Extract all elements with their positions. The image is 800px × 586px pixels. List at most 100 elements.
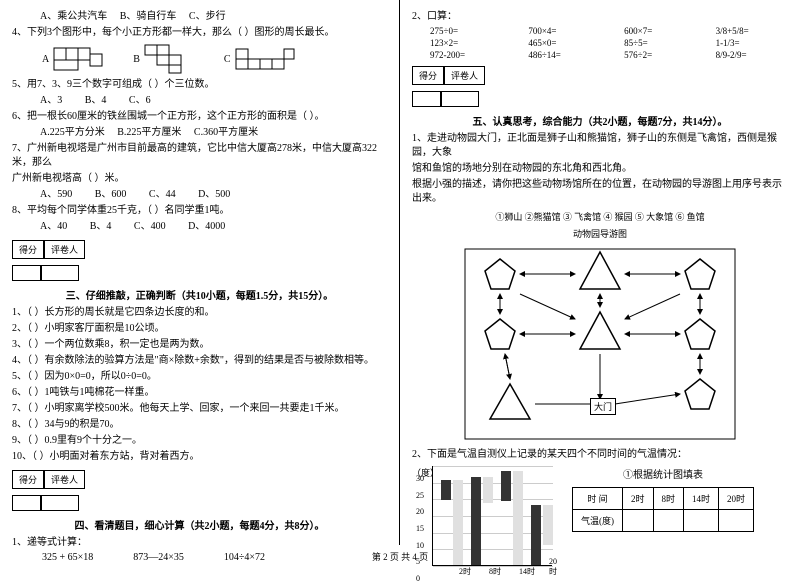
- left-column: A、乘公共汽车 B、骑自行车 C、步行 4、下列3个图形中，每个小正方形都一样大…: [0, 0, 400, 545]
- temperature-table: 时 间 2时 8时 14时 20时 气温(度): [572, 487, 754, 532]
- blank-cell[interactable]: [12, 495, 41, 511]
- score-label: 得分: [12, 240, 44, 259]
- polyomino-c-icon: [235, 48, 295, 70]
- blank-cell[interactable]: [412, 91, 441, 107]
- td: 14时: [684, 488, 719, 510]
- j5: 5、（ ）因为0×0=0，所以0÷0=0。: [12, 370, 387, 384]
- td: 20时: [719, 488, 754, 510]
- j6: 6、（ ）1吨铁与1吨棉花一样重。: [12, 386, 387, 400]
- j7: 7、（ ）小明家离学校500米。他每天上学、回家，一个来回一共要走1千米。: [12, 402, 387, 416]
- opt: A.225平方分米: [40, 127, 105, 138]
- cell: 700×4=: [528, 26, 600, 36]
- right-column: 2、口算： 275÷0= 700×4= 600×7= 3/8+5/8= 123×…: [400, 0, 800, 545]
- opt: B.225平方厘米: [117, 127, 181, 138]
- blank-cell[interactable]: [41, 265, 79, 281]
- opt: A、3: [40, 95, 62, 106]
- j8: 8、（ ）34与9的积是70。: [12, 418, 387, 432]
- p2-text: 2、下面是气温自测仪上记录的某天四个不同时间的气温情况：: [412, 448, 788, 462]
- score-blank-2: [12, 495, 387, 511]
- shape-c: C: [224, 44, 295, 74]
- score-box-2: 得分 评卷人: [12, 470, 387, 489]
- score-box: 得分 评卷人: [12, 240, 387, 259]
- th-temp: 气温(度): [573, 510, 623, 532]
- q7-options: A、590 B、600 C、44 D、500: [12, 188, 387, 202]
- q3-options: A、乘公共汽车 B、骑自行车 C、步行: [12, 10, 387, 24]
- blank[interactable]: [653, 510, 684, 532]
- chart-area: （度） 2时8时14时20时 302520151050 ①根据统计图填表 时 间…: [412, 466, 788, 586]
- q5-text: 5、用7、3、9三个数字可组成（ ）个三位数。: [12, 78, 387, 92]
- cell: 123×2=: [430, 38, 504, 48]
- cell: 486÷14=: [528, 50, 600, 60]
- td: 8时: [653, 488, 684, 510]
- section-3-title: 三、仔细推敲，正确判断（共10小题，每题1.5分，共15分）。: [12, 287, 387, 302]
- exam-page: A、乘公共汽车 B、骑自行车 C、步行 4、下列3个图形中，每个小正方形都一样大…: [0, 0, 800, 545]
- cell: 576÷2=: [624, 50, 691, 60]
- blank[interactable]: [684, 510, 719, 532]
- q4-text: 4、下列3个图形中，每个小正方形都一样大，那么（ ）图形的周长最长。: [12, 26, 387, 40]
- grader-label: 评卷人: [444, 66, 485, 85]
- p1a: 1、走进动物园大门，正北面是狮子山和熊猫馆，狮子山的东侧是飞禽馆，西侧是猴园，大…: [412, 132, 788, 160]
- opt: C、400: [134, 221, 166, 232]
- grader-label: 评卷人: [44, 240, 85, 259]
- blank[interactable]: [719, 510, 754, 532]
- opt: C、44: [149, 189, 176, 200]
- td: 2时: [623, 488, 654, 510]
- q8-text: 8、平均每个同学体重25千克，（ ）名同学重1吨。: [12, 204, 387, 218]
- j2: 2、（ ）小明家客厅面积是10公顷。: [12, 322, 387, 336]
- blank-cell[interactable]: [441, 91, 479, 107]
- blank-cell[interactable]: [12, 265, 41, 281]
- blank[interactable]: [623, 510, 654, 532]
- section-4-title: 四、看清题目，细心计算（共2小题，每题4分，共8分）。: [12, 517, 387, 532]
- opt: C.360平方厘米: [194, 127, 258, 138]
- shape-b: B: [133, 44, 194, 74]
- opt-b: B、骑自行车: [120, 11, 177, 22]
- blank-cell[interactable]: [41, 495, 79, 511]
- opt-c: C、步行: [189, 11, 226, 22]
- cell: 85÷5=: [624, 38, 691, 48]
- q5-options: A、3 B、4 C、6: [12, 94, 387, 108]
- score-blank: [12, 265, 387, 281]
- opt: D、4000: [188, 221, 225, 232]
- q6-options: A.225平方分米 B.225平方厘米 C.360平方厘米: [12, 126, 387, 140]
- q8-options: A、40 B、4 C、400 D、4000: [12, 220, 387, 234]
- q7a-text: 7、广州新电视塔是广州市目前最高的建筑，它比中信大厦高278米，中信大厦高322…: [12, 142, 387, 170]
- label-c: C: [224, 54, 231, 65]
- opt-a: A、乘公共汽车: [40, 11, 107, 22]
- q2-heading: 2、口算：: [412, 10, 788, 24]
- shape-a: A: [42, 44, 103, 74]
- opt: B、4: [85, 95, 107, 106]
- score-label: 得分: [12, 470, 44, 489]
- q6-text: 6、把一根长60厘米的铁丝围城一个正方形，这个正方形的面积是（ ）。: [12, 110, 387, 124]
- cell: 3/8+5/8=: [716, 26, 788, 36]
- opt: D、500: [198, 189, 230, 200]
- calc-heading: 1、递等式计算：: [12, 536, 387, 550]
- p1b: 馆和鱼馆的场地分别在动物园的东北角和西北角。: [412, 162, 788, 176]
- zoo-map: 大门: [460, 244, 740, 444]
- cell: 8/9-2/9=: [716, 50, 788, 60]
- q4-shapes: A B C: [42, 44, 387, 74]
- chart-table-block: ①根据统计图填表 时 间 2时 8时 14时 20时 气温(度): [572, 466, 754, 586]
- score-box-3: 得分 评卷人: [412, 66, 788, 85]
- j10: 10、（ ）小明面对着东方站，背对着西方。: [12, 450, 387, 464]
- grader-label: 评卷人: [44, 470, 85, 489]
- opt: A、590: [40, 189, 72, 200]
- chart-title: ①根据统计图填表: [572, 466, 754, 481]
- j3: 3、（ ）一个两位数乘8，积一定也是两为数。: [12, 338, 387, 352]
- table-row: 气温(度): [573, 510, 754, 532]
- polyomino-a-icon: [53, 47, 103, 71]
- score-label: 得分: [412, 66, 444, 85]
- gate-label: 大门: [590, 398, 616, 415]
- th-time: 时 间: [573, 488, 623, 510]
- j1: 1、（ ）长方形的周长就是它四条边长度的和。: [12, 306, 387, 320]
- section-5-title: 五、认真思考，综合能力（共2小题，每题7分，共14分）。: [412, 113, 788, 128]
- opt: B、4: [90, 221, 112, 232]
- j9: 9、（ ）0.9里有9个十分之一。: [12, 434, 387, 448]
- score-blank-3: [412, 91, 788, 107]
- table-row: 时 间 2时 8时 14时 20时: [573, 488, 754, 510]
- polyomino-b-icon: [144, 44, 194, 74]
- page-footer: 第 2 页 共 4 页: [0, 550, 800, 563]
- cell: 465×0=: [528, 38, 600, 48]
- zoo-map-title: 动物园导游图: [412, 227, 788, 240]
- cell: 275÷0=: [430, 26, 504, 36]
- q7b-text: 广州新电视塔高（ ）米。: [12, 172, 387, 186]
